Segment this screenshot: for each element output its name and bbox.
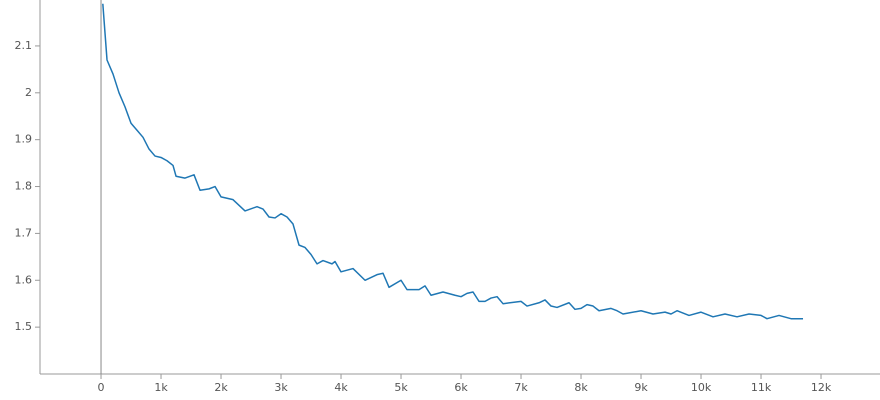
x-tick-label: 12k bbox=[811, 381, 832, 394]
y-tick-label: 1.8 bbox=[15, 180, 33, 193]
x-tick-label: 2k bbox=[214, 381, 228, 394]
y-tick-label: 2.1 bbox=[15, 39, 33, 52]
x-tick-label: 1k bbox=[154, 381, 168, 394]
x-tick-label: 9k bbox=[634, 381, 648, 394]
x-tick-label: 10k bbox=[691, 381, 712, 394]
x-tick-label: 8k bbox=[574, 381, 588, 394]
x-tick-label: 7k bbox=[514, 381, 528, 394]
y-tick-label: 1.9 bbox=[15, 133, 33, 146]
y-tick-label: 2 bbox=[25, 86, 32, 99]
x-tick-label: 6k bbox=[454, 381, 468, 394]
y-tick-label: 1.6 bbox=[15, 273, 33, 286]
x-tick-label: 4k bbox=[334, 381, 348, 394]
line-series bbox=[102, 3, 804, 320]
x-tick-label: 5k bbox=[394, 381, 408, 394]
y-tick-label: 1.7 bbox=[15, 226, 33, 239]
x-tick-label: 3k bbox=[274, 381, 288, 394]
x-tick-label: 0 bbox=[98, 381, 105, 394]
x-tick-label: 11k bbox=[751, 381, 772, 394]
y-tick-label: 1.5 bbox=[15, 320, 33, 333]
